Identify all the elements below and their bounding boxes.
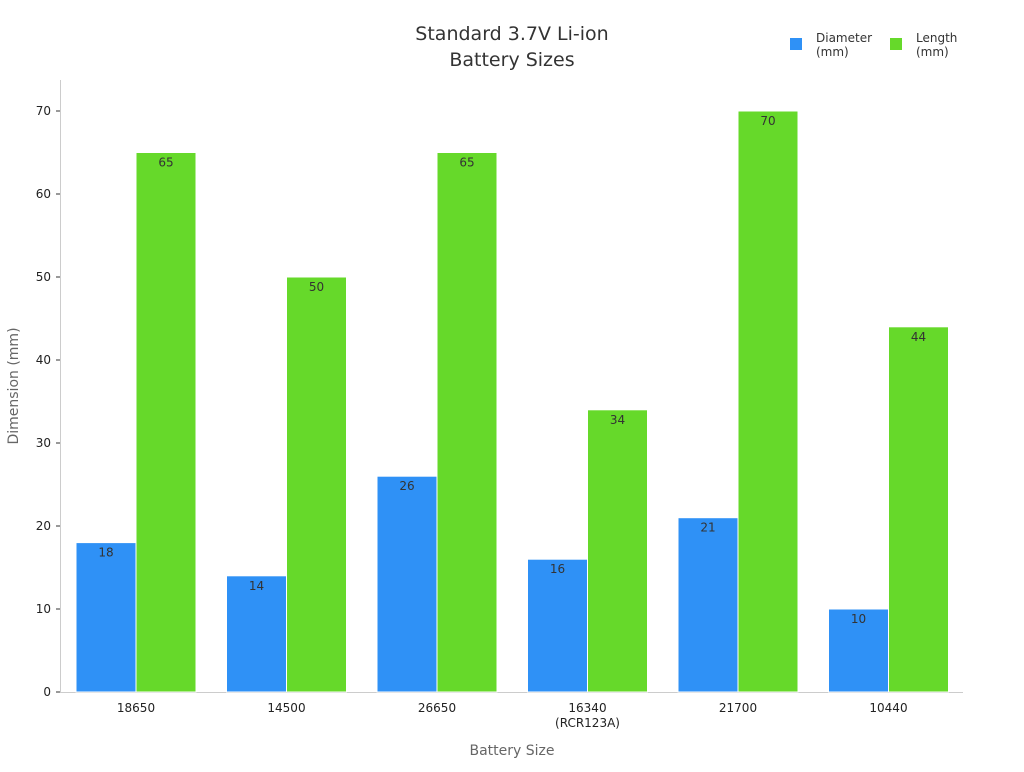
bar-length bbox=[286, 276, 347, 693]
bar-diameter bbox=[376, 475, 438, 693]
data-label-length: 70 bbox=[760, 114, 775, 128]
data-label-length: 65 bbox=[459, 156, 474, 170]
y-tick-label: 60 bbox=[36, 187, 51, 201]
x-tick-label: 26650 bbox=[418, 701, 456, 715]
legend-swatch-diameter bbox=[790, 38, 802, 50]
axes: 0 10 20 30 40 50 60 70 18650 14500 26650 16340(RCR1… bbox=[36, 80, 963, 730]
data-label-length: 65 bbox=[158, 156, 173, 170]
bar-diameter bbox=[527, 558, 588, 693]
data-label-length: 50 bbox=[309, 280, 324, 294]
bar-length bbox=[888, 326, 949, 693]
legend-label-diameter: (mm) bbox=[816, 45, 849, 59]
y-axis-title: Dimension (mm) bbox=[6, 327, 22, 444]
y-tick-label: 0 bbox=[43, 685, 51, 699]
legend: Diameter(mm)Length(mm) bbox=[790, 31, 957, 59]
y-tick-label: 10 bbox=[36, 602, 51, 616]
bar-length bbox=[737, 110, 799, 693]
legend-label-length: Length bbox=[916, 31, 957, 45]
x-tick-label: 16340 bbox=[568, 701, 606, 715]
data-label-diameter: 21 bbox=[700, 521, 715, 535]
bar-length bbox=[587, 409, 648, 693]
data-label-diameter: 14 bbox=[249, 579, 264, 593]
data-label-diameter: 10 bbox=[851, 612, 866, 626]
y-tick-label: 40 bbox=[36, 353, 51, 367]
chart-title-line-1: Standard 3.7V Li-ion bbox=[415, 23, 608, 45]
data-label-diameter: 26 bbox=[399, 479, 414, 493]
x-axis-title: Battery Size bbox=[469, 743, 554, 759]
y-tick-label: 30 bbox=[36, 436, 51, 450]
bar-length bbox=[436, 152, 498, 693]
x-tick-label: 18650 bbox=[117, 701, 155, 715]
bar-diameter bbox=[828, 608, 889, 693]
data-label-diameter: 16 bbox=[550, 562, 565, 576]
bar-length bbox=[135, 152, 197, 693]
data-label-length: 44 bbox=[911, 330, 926, 344]
bar-diameter bbox=[677, 517, 739, 693]
bars-group: 18 65 14 50 26 65 16 34 21 70 10 44 bbox=[75, 110, 949, 693]
x-tick-label: 14500 bbox=[267, 701, 305, 715]
data-label-diameter: 18 bbox=[98, 546, 113, 560]
legend-swatch-length bbox=[890, 38, 902, 50]
bar-diameter bbox=[75, 542, 137, 693]
x-tick-label: (RCR123A) bbox=[555, 716, 620, 730]
y-tick-label: 50 bbox=[36, 270, 51, 284]
x-tick-label: 10440 bbox=[869, 701, 907, 715]
chart-title-line-2: Battery Sizes bbox=[449, 49, 574, 71]
y-tick-label: 70 bbox=[36, 104, 51, 118]
data-label-length: 34 bbox=[610, 413, 625, 427]
legend-label-length: (mm) bbox=[916, 45, 949, 59]
bar-diameter bbox=[226, 575, 287, 693]
x-tick-label: 21700 bbox=[719, 701, 757, 715]
legend-label-diameter: Diameter bbox=[816, 31, 872, 45]
y-tick-label: 20 bbox=[36, 519, 51, 533]
